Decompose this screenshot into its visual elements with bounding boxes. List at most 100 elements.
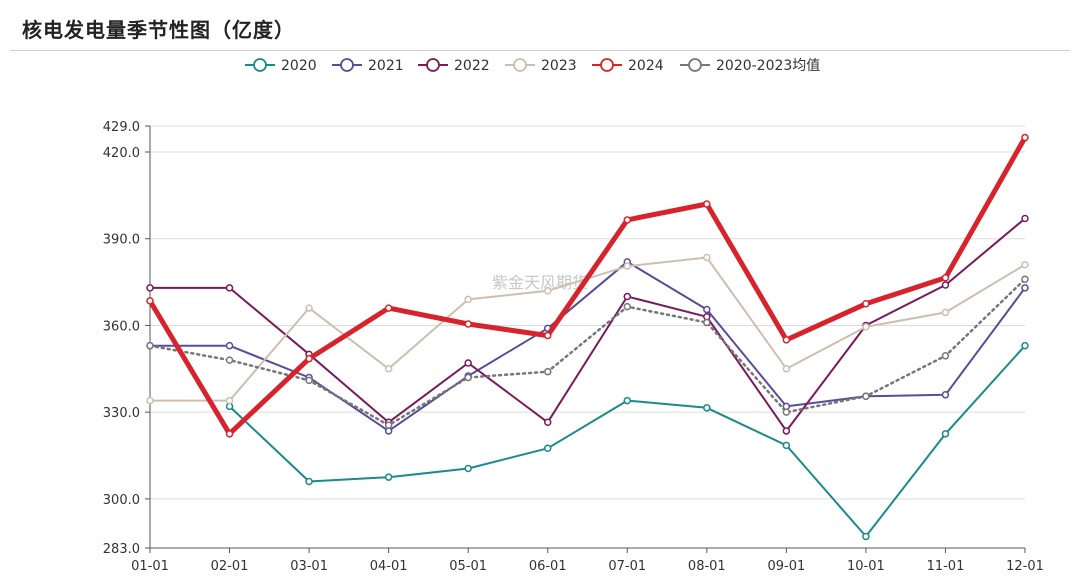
series-line bbox=[228, 344, 1026, 538]
data-point bbox=[225, 396, 234, 405]
data-point bbox=[862, 300, 870, 308]
data-point bbox=[384, 365, 393, 373]
data-point bbox=[782, 365, 791, 373]
x-tick-label: 05-01 bbox=[449, 559, 487, 574]
legend-item-2020[interactable]: 2020 bbox=[245, 58, 317, 74]
data-point bbox=[703, 253, 711, 262]
data-point bbox=[623, 262, 632, 270]
data-point bbox=[703, 200, 711, 208]
data-point bbox=[225, 341, 234, 350]
data-point bbox=[305, 304, 313, 312]
series-lines bbox=[146, 133, 1029, 541]
data-point bbox=[543, 287, 552, 295]
grid-lines bbox=[150, 125, 1025, 549]
x-tick-label: 11-01 bbox=[927, 559, 965, 574]
data-point bbox=[1021, 133, 1029, 142]
data-point bbox=[464, 464, 472, 473]
legend-circle-icon bbox=[340, 58, 354, 72]
series-2022 bbox=[146, 214, 1029, 435]
data-point bbox=[1021, 341, 1029, 350]
legend-circle-icon bbox=[253, 58, 267, 72]
data-point bbox=[146, 341, 154, 350]
data-point bbox=[782, 336, 791, 344]
series-2020 bbox=[225, 341, 1029, 541]
legend-item-2022[interactable]: 2022 bbox=[418, 58, 490, 74]
data-point bbox=[305, 477, 313, 486]
legend: 2020 2021 2022 2023 2024 2020-2023均值 bbox=[245, 58, 820, 74]
data-point bbox=[941, 352, 950, 360]
x-tick-label: 02-01 bbox=[211, 559, 249, 574]
title-divider bbox=[10, 50, 1070, 51]
data-point bbox=[225, 356, 234, 364]
x-tick-label: 10-01 bbox=[847, 559, 885, 574]
data-point bbox=[623, 396, 632, 405]
data-point bbox=[464, 295, 472, 304]
data-point bbox=[782, 408, 791, 416]
x-tick-label: 01-01 bbox=[131, 559, 169, 574]
data-point bbox=[1021, 275, 1029, 283]
data-point bbox=[384, 304, 393, 312]
legend-circle-icon bbox=[426, 58, 440, 72]
data-point bbox=[146, 297, 154, 305]
legend-item-2021[interactable]: 2021 bbox=[332, 58, 404, 74]
chart-title: 核电发电量季节性图（亿度） bbox=[22, 18, 295, 42]
x-tick-label: 12-01 bbox=[1006, 559, 1044, 574]
series-line bbox=[149, 217, 1026, 432]
legend-item-2020-2023均值[interactable]: 2020-2023均值 bbox=[680, 58, 820, 74]
data-point bbox=[862, 323, 870, 331]
data-point bbox=[941, 273, 950, 282]
data-point bbox=[146, 284, 154, 292]
data-point bbox=[862, 532, 870, 541]
data-point bbox=[941, 281, 950, 289]
data-point bbox=[1021, 214, 1029, 223]
x-tick-label: 07-01 bbox=[608, 559, 646, 574]
legend-circle-icon bbox=[513, 58, 527, 72]
data-point bbox=[543, 418, 552, 427]
data-point bbox=[225, 430, 234, 438]
series-2024 bbox=[146, 133, 1029, 438]
data-point bbox=[146, 396, 154, 405]
data-point bbox=[703, 318, 711, 327]
legend-label: 2021 bbox=[368, 58, 404, 74]
y-tick-label: 330.0 bbox=[103, 406, 140, 421]
data-point bbox=[623, 302, 632, 311]
legend-item-2024[interactable]: 2024 bbox=[592, 58, 664, 74]
data-point bbox=[703, 404, 711, 412]
series-line bbox=[148, 277, 1027, 427]
series-2020-2023均值 bbox=[146, 275, 1029, 429]
watermark: 紫金天风期货 bbox=[492, 273, 588, 292]
data-point bbox=[464, 373, 472, 382]
legend-circle-icon bbox=[688, 58, 702, 72]
data-point bbox=[543, 331, 552, 340]
y-tick-label: 283.0 bbox=[103, 542, 140, 557]
data-point bbox=[782, 441, 791, 450]
data-point bbox=[464, 320, 472, 328]
y-tick-label: 390.0 bbox=[103, 233, 140, 248]
x-tick-label: 04-01 bbox=[370, 559, 408, 574]
data-point bbox=[305, 376, 313, 385]
data-point bbox=[941, 391, 950, 399]
data-point bbox=[862, 392, 870, 401]
x-tick-label: 08-01 bbox=[688, 559, 726, 574]
data-point bbox=[1021, 284, 1029, 292]
data-point bbox=[1021, 260, 1029, 269]
data-point bbox=[941, 308, 950, 317]
data-point bbox=[464, 359, 472, 367]
legend-label: 2020 bbox=[281, 58, 317, 74]
data-point bbox=[941, 430, 950, 438]
data-point bbox=[623, 216, 632, 224]
legend-circle-icon bbox=[600, 58, 614, 72]
y-tick-label: 429.0 bbox=[103, 120, 140, 135]
y-tick-label: 360.0 bbox=[103, 319, 140, 334]
data-point bbox=[703, 305, 711, 314]
series-line bbox=[147, 135, 1028, 437]
x-tick-label: 03-01 bbox=[290, 559, 328, 574]
data-point bbox=[384, 421, 393, 429]
legend-item-2023[interactable]: 2023 bbox=[505, 58, 577, 74]
legend-label: 2023 bbox=[541, 58, 577, 74]
data-point bbox=[543, 444, 552, 453]
legend-label: 2022 bbox=[454, 58, 490, 74]
data-point bbox=[782, 427, 791, 435]
y-tick-label: 300.0 bbox=[103, 493, 140, 508]
